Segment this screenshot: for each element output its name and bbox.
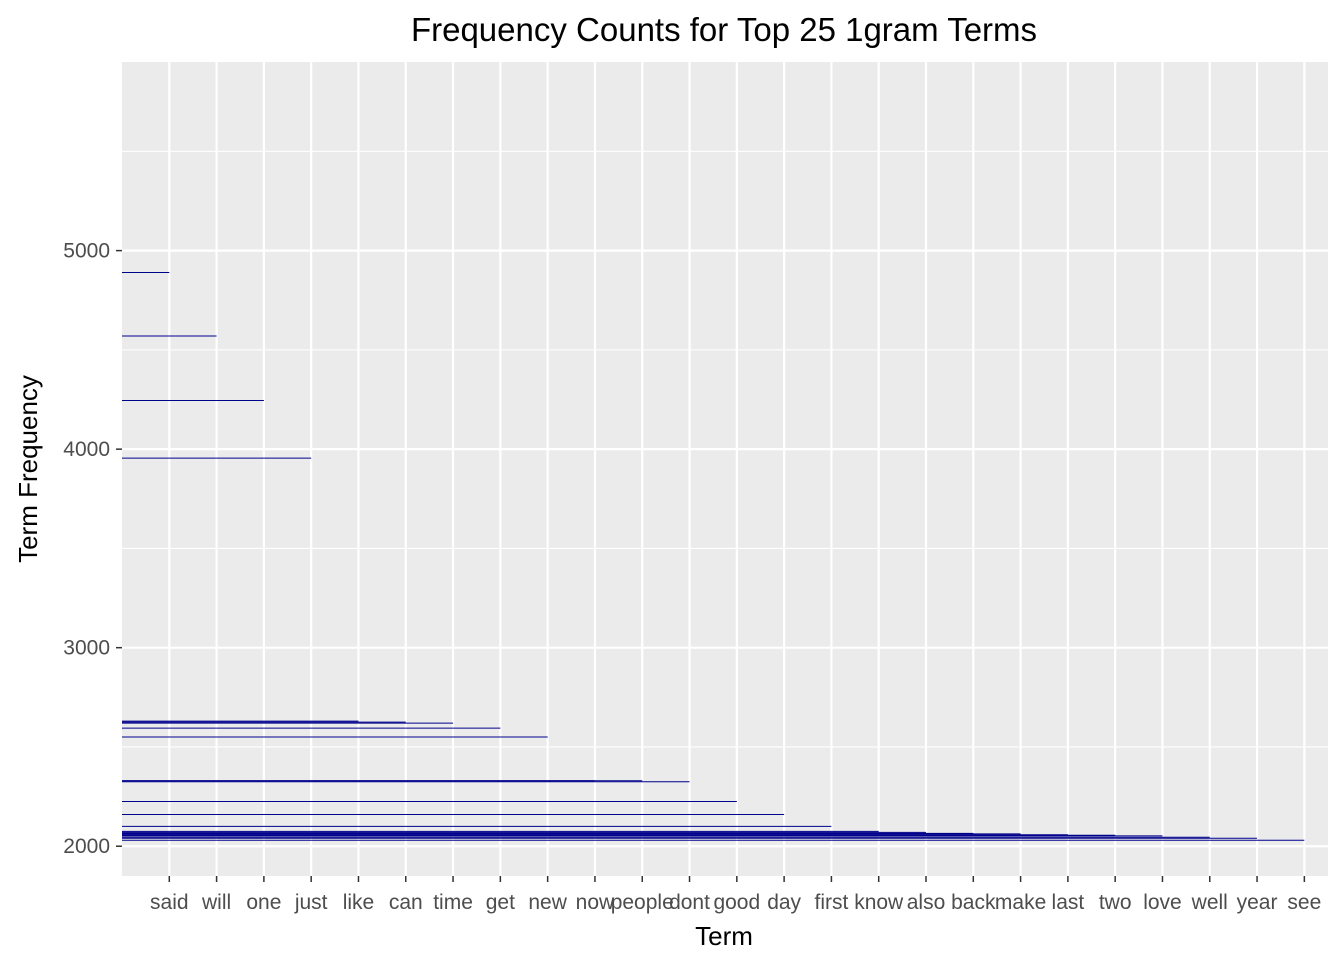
x-tick-label: just: [294, 891, 328, 914]
x-tick-label: make: [995, 891, 1046, 914]
x-tick-label: new: [528, 891, 567, 914]
x-tick-label: day: [767, 891, 801, 914]
x-tick-label: like: [343, 891, 375, 914]
bars: [122, 271, 1305, 841]
x-tick-label: also: [907, 891, 946, 914]
y-tick-label: 2000: [63, 835, 110, 858]
x-tick-label: first: [814, 891, 848, 914]
x-tick-label: one: [246, 891, 281, 914]
x-tick-label: now: [576, 891, 615, 914]
grid-minor: [122, 150, 1328, 748]
plot-panel: [122, 62, 1328, 876]
x-tick-label: can: [389, 891, 423, 914]
x-tick-label: people: [611, 891, 674, 914]
x-tick-label: said: [150, 891, 189, 914]
y-tick-label: 4000: [63, 438, 110, 461]
x-tick-label: love: [1143, 891, 1182, 914]
x-tick-label: time: [433, 891, 473, 914]
x-tick-label: two: [1099, 891, 1132, 914]
x-tick-label: year: [1237, 891, 1278, 914]
x-axis-title: Term: [695, 921, 753, 951]
chart-title: Frequency Counts for Top 25 1gram Terms: [411, 11, 1037, 48]
x-tick-label: dont: [669, 891, 710, 914]
x-tick-label: will: [201, 891, 231, 914]
y-axis: 2000 3000 4000 5000: [63, 240, 122, 858]
x-tick-label: get: [486, 891, 515, 914]
x-tick-label: well: [1191, 891, 1228, 914]
grid-major: [122, 62, 1328, 876]
x-tick-label: last: [1052, 891, 1085, 914]
x-tick-label: good: [713, 891, 760, 914]
x-tick-label: know: [854, 891, 904, 914]
y-tick-label: 5000: [63, 240, 110, 263]
y-tick-label: 3000: [63, 637, 110, 660]
x-tick-label: back: [951, 891, 996, 914]
x-tick-label: see: [1287, 891, 1321, 914]
x-axis: said will one just like can time get new nowpeopl…: [150, 876, 1321, 914]
y-axis-title: Term Frequency: [13, 375, 43, 563]
